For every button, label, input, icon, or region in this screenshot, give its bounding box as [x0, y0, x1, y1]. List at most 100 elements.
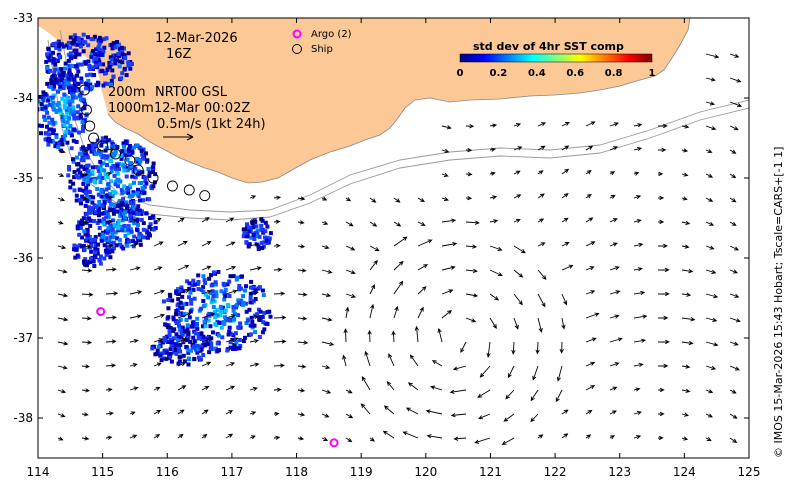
- sst-cell: [240, 274, 244, 279]
- model-label: NRT00 GSL: [155, 85, 228, 100]
- sst-cell: [125, 204, 130, 209]
- sst-cell: [191, 335, 196, 340]
- sst-cell: [79, 244, 84, 249]
- sst-cell: [71, 138, 76, 143]
- sst-cell: [111, 218, 116, 223]
- sst-cell: [110, 227, 115, 232]
- current-arrow: [177, 240, 188, 247]
- current-arrow: [585, 312, 600, 319]
- current-arrow: [729, 101, 743, 108]
- sst-cell: [68, 108, 73, 113]
- sst-cell: [100, 52, 105, 57]
- sst-cell: [202, 278, 207, 283]
- ship-position: [84, 120, 96, 132]
- current-arrow: [633, 410, 642, 416]
- sst-cell: [122, 148, 127, 153]
- sst-cell: [178, 305, 183, 310]
- sst-cell: [168, 326, 173, 330]
- sst-cell: [177, 355, 182, 360]
- sst-cell: [79, 39, 84, 44]
- sst-cell: [92, 178, 97, 183]
- argo-legend-marker: [292, 29, 302, 39]
- sst-cell: [105, 163, 109, 167]
- sst-cell: [89, 149, 94, 154]
- current-arrow: [177, 312, 192, 319]
- current-arrow: [201, 386, 210, 391]
- sst-cell: [62, 123, 67, 127]
- sst-cell: [98, 180, 103, 185]
- x-tick-label: 118: [285, 465, 308, 479]
- sst-cell: [265, 310, 270, 315]
- sst-cell: [88, 234, 93, 239]
- sst-cell: [66, 99, 71, 104]
- current-arrow: [477, 389, 491, 398]
- sst-cell: [88, 218, 93, 223]
- current-arrow: [511, 341, 516, 355]
- sst-cell: [179, 311, 184, 316]
- current-arrow: [555, 389, 563, 403]
- sst-cell: [97, 51, 102, 55]
- sst-cell: [89, 54, 94, 59]
- sst-cell: [99, 238, 104, 243]
- sst-cell: [131, 190, 136, 195]
- sst-cell: [97, 218, 102, 223]
- sst-cell: [186, 362, 191, 367]
- sst-cell: [111, 53, 116, 58]
- x-tick-label: 117: [220, 465, 243, 479]
- sst-cell: [100, 204, 105, 209]
- sst-cell: [71, 157, 75, 162]
- sst-cell: [120, 190, 125, 195]
- x-tick-label: 116: [156, 465, 179, 479]
- sst-cell: [82, 177, 87, 182]
- sst-cell: [54, 41, 59, 46]
- current-arrow: [465, 220, 480, 225]
- sst-cell: [116, 222, 121, 227]
- sst-cell: [177, 327, 182, 332]
- sst-cell: [116, 177, 121, 182]
- x-tick-label: 122: [544, 465, 567, 479]
- current-arrow: [489, 219, 499, 224]
- current-arrow: [681, 148, 689, 153]
- sst-cell: [203, 324, 208, 329]
- current-arrow: [537, 317, 543, 333]
- sst-cell: [45, 81, 50, 86]
- sst-cell: [247, 242, 252, 247]
- current-arrow: [105, 171, 113, 176]
- sst-cell: [109, 82, 113, 87]
- sst-cell: [84, 191, 88, 196]
- current-arrow: [657, 171, 664, 177]
- sst-cell: [219, 289, 224, 294]
- y-tick-label: -37: [13, 331, 33, 345]
- sst-cell: [117, 210, 122, 214]
- current-arrow: [705, 173, 714, 178]
- sst-cell: [93, 243, 98, 247]
- sst-cell: [99, 143, 104, 148]
- current-arrow: [535, 341, 540, 355]
- ship-legend-marker: [292, 44, 302, 54]
- sst-cell: [208, 346, 213, 351]
- current-arrow: [153, 266, 163, 271]
- sst-cell: [118, 213, 123, 218]
- current-arrow: [129, 242, 139, 247]
- sst-cell: [97, 232, 102, 237]
- sst-cell: [66, 173, 71, 178]
- sst-cell: [135, 156, 140, 161]
- current-arrow: [430, 385, 443, 391]
- sst-cell: [169, 343, 174, 348]
- sst-cell: [167, 333, 172, 338]
- sst-cell: [115, 42, 120, 47]
- sst-cell: [85, 227, 90, 232]
- current-arrow: [657, 219, 665, 225]
- sst-cell: [78, 97, 83, 102]
- current-arrow: [129, 314, 142, 319]
- sst-cell: [111, 223, 116, 227]
- sst-cell: [168, 347, 173, 351]
- current-arrow: [609, 314, 620, 319]
- sst-cell: [241, 302, 245, 307]
- sst-cell: [114, 166, 118, 171]
- sst-cell: [218, 304, 223, 309]
- sst-cell: [188, 339, 193, 344]
- sst-cell: [131, 205, 136, 210]
- sst-cell: [53, 62, 58, 67]
- scale-arrow: [163, 133, 194, 141]
